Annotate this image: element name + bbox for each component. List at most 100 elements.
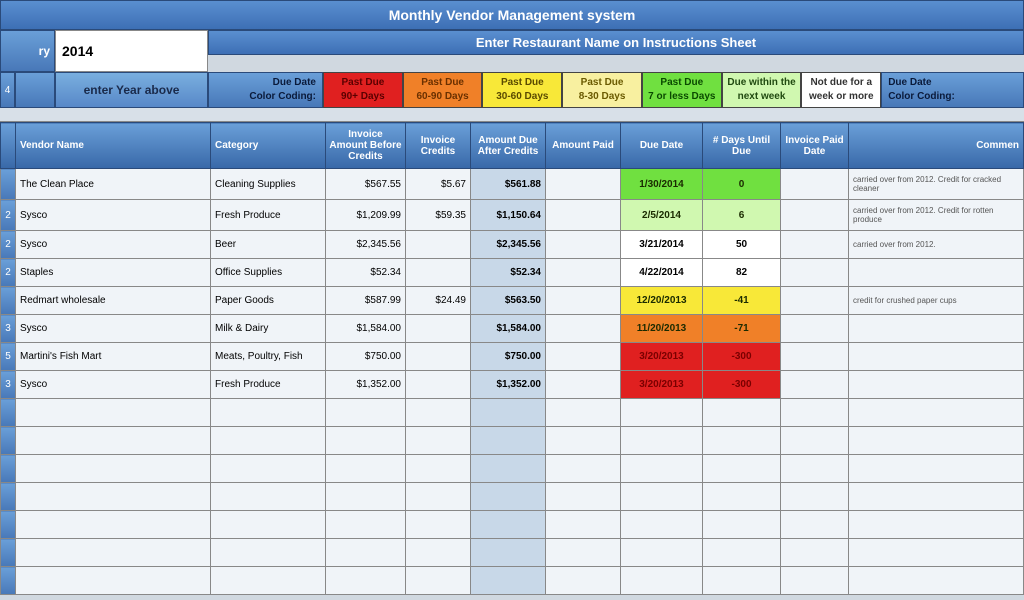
cell-invoice-amount[interactable]: $1,352.00 <box>326 371 406 399</box>
cell-comment[interactable]: carried over from 2012. Credit for rotte… <box>849 200 1024 231</box>
cell-amount-due[interactable]: $1,584.00 <box>471 315 546 343</box>
table-row-empty[interactable] <box>1 399 1024 427</box>
cell-invoice-credits[interactable]: $5.67 <box>406 169 471 200</box>
col-invoice-credits[interactable]: Invoice Credits <box>406 123 471 169</box>
cell-invoice-credits[interactable] <box>406 259 471 287</box>
col-invoice-amount[interactable]: Invoice Amount Before Credits <box>326 123 406 169</box>
cell-invoice-amount[interactable]: $587.99 <box>326 287 406 315</box>
cell-comment[interactable] <box>849 371 1024 399</box>
col-due-date[interactable]: Due Date <box>621 123 703 169</box>
cell-comment[interactable]: carried over from 2012. Credit for crack… <box>849 169 1024 200</box>
cell-days-until[interactable]: 82 <box>703 259 781 287</box>
cell-amount-paid[interactable] <box>546 200 621 231</box>
cell-invoice-amount[interactable]: $750.00 <box>326 343 406 371</box>
col-vendor[interactable]: Vendor Name <box>16 123 211 169</box>
table-row-empty[interactable] <box>1 455 1024 483</box>
cell-days-until[interactable]: 50 <box>703 231 781 259</box>
cell-amount-paid[interactable] <box>546 231 621 259</box>
table-row[interactable]: 3SyscoMilk & Dairy$1,584.00$1,584.0011/2… <box>1 315 1024 343</box>
cell-amount-due[interactable]: $1,150.64 <box>471 200 546 231</box>
cell-amount-due[interactable]: $1,352.00 <box>471 371 546 399</box>
table-row[interactable]: 2StaplesOffice Supplies$52.34$52.344/22/… <box>1 259 1024 287</box>
cell-paid-date[interactable] <box>781 259 849 287</box>
cell-category[interactable]: Milk & Dairy <box>211 315 326 343</box>
col-days-until[interactable]: # Days Until Due <box>703 123 781 169</box>
col-category[interactable]: Category <box>211 123 326 169</box>
cell-due-date[interactable]: 3/21/2014 <box>621 231 703 259</box>
cell-amount-paid[interactable] <box>546 287 621 315</box>
cell-invoice-credits[interactable] <box>406 231 471 259</box>
cell-comment[interactable] <box>849 315 1024 343</box>
cell-due-date[interactable]: 11/20/2013 <box>621 315 703 343</box>
cell-days-until[interactable]: 0 <box>703 169 781 200</box>
cell-vendor[interactable]: Staples <box>16 259 211 287</box>
table-row-empty[interactable] <box>1 483 1024 511</box>
table-row-empty[interactable] <box>1 427 1024 455</box>
cell-invoice-credits[interactable] <box>406 371 471 399</box>
cell-comment[interactable]: carried over from 2012. <box>849 231 1024 259</box>
cell-paid-date[interactable] <box>781 169 849 200</box>
cell-amount-due[interactable]: $2,345.56 <box>471 231 546 259</box>
cell-days-until[interactable]: -300 <box>703 343 781 371</box>
cell-days-until[interactable]: -71 <box>703 315 781 343</box>
cell-due-date[interactable]: 3/20/2013 <box>621 343 703 371</box>
cell-invoice-amount[interactable]: $52.34 <box>326 259 406 287</box>
cell-invoice-credits[interactable] <box>406 343 471 371</box>
cell-category[interactable]: Beer <box>211 231 326 259</box>
table-row-empty[interactable] <box>1 567 1024 595</box>
cell-category[interactable]: Office Supplies <box>211 259 326 287</box>
cell-paid-date[interactable] <box>781 231 849 259</box>
cell-paid-date[interactable] <box>781 200 849 231</box>
cell-amount-paid[interactable] <box>546 371 621 399</box>
cell-vendor[interactable]: Sysco <box>16 315 211 343</box>
cell-days-until[interactable]: -41 <box>703 287 781 315</box>
cell-due-date[interactable]: 1/30/2014 <box>621 169 703 200</box>
col-comment[interactable]: Commen <box>849 123 1024 169</box>
col-paid-date[interactable]: Invoice Paid Date <box>781 123 849 169</box>
cell-paid-date[interactable] <box>781 343 849 371</box>
cell-amount-paid[interactable] <box>546 259 621 287</box>
cell-vendor[interactable]: Redmart wholesale <box>16 287 211 315</box>
table-row-empty[interactable] <box>1 539 1024 567</box>
cell-invoice-credits[interactable]: $59.35 <box>406 200 471 231</box>
cell-vendor[interactable]: Sysco <box>16 200 211 231</box>
cell-comment[interactable] <box>849 259 1024 287</box>
cell-due-date[interactable]: 2/5/2014 <box>621 200 703 231</box>
cell-comment[interactable] <box>849 343 1024 371</box>
cell-invoice-amount[interactable]: $2,345.56 <box>326 231 406 259</box>
cell-vendor[interactable]: Martini's Fish Mart <box>16 343 211 371</box>
cell-category[interactable]: Fresh Produce <box>211 371 326 399</box>
cell-invoice-credits[interactable] <box>406 315 471 343</box>
cell-amount-due[interactable]: $52.34 <box>471 259 546 287</box>
cell-amount-due[interactable]: $750.00 <box>471 343 546 371</box>
cell-amount-due[interactable]: $563.50 <box>471 287 546 315</box>
cell-paid-date[interactable] <box>781 315 849 343</box>
cell-category[interactable]: Fresh Produce <box>211 200 326 231</box>
cell-vendor[interactable]: Sysco <box>16 371 211 399</box>
cell-due-date[interactable]: 4/22/2014 <box>621 259 703 287</box>
cell-category[interactable]: Cleaning Supplies <box>211 169 326 200</box>
table-row[interactable]: 3SyscoFresh Produce$1,352.00$1,352.003/2… <box>1 371 1024 399</box>
cell-days-until[interactable]: 6 <box>703 200 781 231</box>
table-row[interactable]: 5Martini's Fish MartMeats, Poultry, Fish… <box>1 343 1024 371</box>
col-amount-due[interactable]: Amount Due After Credits <box>471 123 546 169</box>
cell-amount-paid[interactable] <box>546 315 621 343</box>
col-idx[interactable] <box>1 123 16 169</box>
table-row[interactable]: The Clean PlaceCleaning Supplies$567.55$… <box>1 169 1024 200</box>
cell-category[interactable]: Paper Goods <box>211 287 326 315</box>
year-input[interactable]: 2014 <box>55 30 208 72</box>
cell-comment[interactable]: credit for crushed paper cups <box>849 287 1024 315</box>
table-row[interactable]: 2SyscoFresh Produce$1,209.99$59.35$1,150… <box>1 200 1024 231</box>
cell-vendor[interactable]: The Clean Place <box>16 169 211 200</box>
cell-days-until[interactable]: -300 <box>703 371 781 399</box>
table-row[interactable]: 2SyscoBeer$2,345.56$2,345.563/21/201450c… <box>1 231 1024 259</box>
table-row-empty[interactable] <box>1 511 1024 539</box>
cell-due-date[interactable]: 3/20/2013 <box>621 371 703 399</box>
table-row[interactable]: Redmart wholesalePaper Goods$587.99$24.4… <box>1 287 1024 315</box>
cell-invoice-credits[interactable]: $24.49 <box>406 287 471 315</box>
cell-amount-paid[interactable] <box>546 169 621 200</box>
cell-due-date[interactable]: 12/20/2013 <box>621 287 703 315</box>
cell-paid-date[interactable] <box>781 371 849 399</box>
cell-invoice-amount[interactable]: $567.55 <box>326 169 406 200</box>
cell-category[interactable]: Meats, Poultry, Fish <box>211 343 326 371</box>
